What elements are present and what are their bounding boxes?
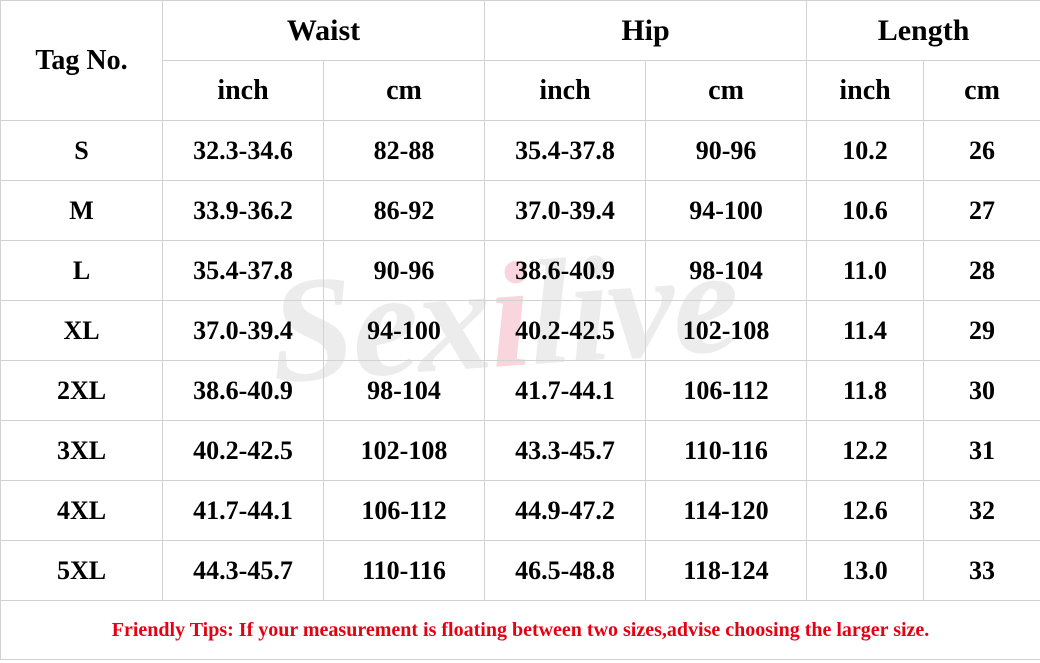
waist-inch-cell: 41.7-44.1 bbox=[162, 480, 324, 541]
hip-cm-cell: 102-108 bbox=[645, 300, 808, 361]
length-inch-cell: 11.8 bbox=[806, 360, 925, 421]
hip-inch-cell: 38.6-40.9 bbox=[484, 240, 647, 301]
length-cm-cell: 27 bbox=[923, 180, 1040, 241]
tag-cell: 5XL bbox=[0, 540, 163, 601]
length-inch-cell: 11.0 bbox=[806, 240, 925, 301]
waist-inch-cell: 32.3-34.6 bbox=[162, 120, 324, 181]
table-row: 2XL 38.6-40.9 98-104 41.7-44.1 106-112 1… bbox=[0, 360, 1040, 421]
tag-cell: 4XL bbox=[0, 480, 163, 541]
length-inch-cell: 10.6 bbox=[806, 180, 925, 241]
hip-inch-cell: 40.2-42.5 bbox=[484, 300, 647, 361]
length-inch-cell: 11.4 bbox=[806, 300, 925, 361]
tag-no-header: Tag No. bbox=[0, 0, 163, 121]
waist-cm-cell: 82-88 bbox=[322, 120, 486, 181]
header-row-groups: Tag No. Waist Hip Length bbox=[0, 0, 1040, 121]
length-inch-cell: 13.0 bbox=[806, 540, 925, 601]
waist-inch-cell: 35.4-37.8 bbox=[162, 240, 324, 301]
waist-cm-cell: 94-100 bbox=[322, 300, 486, 361]
length-cm-cell: 31 bbox=[923, 420, 1040, 481]
table-row: 5XL 44.3-45.7 110-116 46.5-48.8 118-124 … bbox=[0, 540, 1040, 601]
table-row: M 33.9-36.2 86-92 37.0-39.4 94-100 10.6 … bbox=[0, 180, 1040, 241]
hip-cm-header: cm bbox=[645, 60, 808, 121]
tag-cell: 3XL bbox=[0, 420, 163, 481]
tag-cell: XL bbox=[0, 300, 163, 361]
waist-inch-header: inch bbox=[162, 60, 324, 121]
waist-cm-cell: 98-104 bbox=[322, 360, 486, 421]
waist-cm-cell: 106-112 bbox=[322, 480, 486, 541]
length-cm-cell: 29 bbox=[923, 300, 1040, 361]
waist-inch-cell: 44.3-45.7 bbox=[162, 540, 324, 601]
hip-inch-cell: 44.9-47.2 bbox=[484, 480, 647, 541]
length-inch-cell: 12.6 bbox=[806, 480, 925, 541]
hip-inch-cell: 35.4-37.8 bbox=[484, 120, 647, 181]
hip-cm-cell: 110-116 bbox=[645, 420, 808, 481]
length-cm-cell: 32 bbox=[923, 480, 1040, 541]
waist-cm-cell: 110-116 bbox=[322, 540, 486, 601]
length-header: Length bbox=[806, 0, 1040, 61]
table-row: S 32.3-34.6 82-88 35.4-37.8 90-96 10.2 2… bbox=[0, 120, 1040, 181]
hip-inch-cell: 37.0-39.4 bbox=[484, 180, 647, 241]
waist-cm-header: cm bbox=[322, 60, 486, 121]
length-inch-cell: 12.2 bbox=[806, 420, 925, 481]
waist-cm-cell: 102-108 bbox=[322, 420, 486, 481]
length-cm-cell: 30 bbox=[923, 360, 1040, 421]
hip-cm-cell: 94-100 bbox=[645, 180, 808, 241]
hip-inch-cell: 43.3-45.7 bbox=[484, 420, 647, 481]
tag-cell: M bbox=[0, 180, 163, 241]
table-row: L 35.4-37.8 90-96 38.6-40.9 98-104 11.0 … bbox=[0, 240, 1040, 301]
length-cm-header: cm bbox=[923, 60, 1040, 121]
waist-inch-cell: 37.0-39.4 bbox=[162, 300, 324, 361]
hip-inch-cell: 46.5-48.8 bbox=[484, 540, 647, 601]
hip-cm-cell: 114-120 bbox=[645, 480, 808, 541]
waist-inch-cell: 40.2-42.5 bbox=[162, 420, 324, 481]
length-cm-cell: 33 bbox=[923, 540, 1040, 601]
tag-cell: L bbox=[0, 240, 163, 301]
hip-cm-cell: 98-104 bbox=[645, 240, 808, 301]
tag-cell: 2XL bbox=[0, 360, 163, 421]
tag-cell: S bbox=[0, 120, 163, 181]
friendly-tip: Friendly Tips: If your measurement is fl… bbox=[0, 600, 1040, 660]
length-inch-cell: 10.2 bbox=[806, 120, 925, 181]
hip-inch-header: inch bbox=[484, 60, 647, 121]
hip-cm-cell: 118-124 bbox=[645, 540, 808, 601]
table-row: 4XL 41.7-44.1 106-112 44.9-47.2 114-120 … bbox=[0, 480, 1040, 541]
hip-cm-cell: 106-112 bbox=[645, 360, 808, 421]
waist-inch-cell: 33.9-36.2 bbox=[162, 180, 324, 241]
waist-header: Waist bbox=[161, 0, 486, 61]
length-inch-header: inch bbox=[806, 60, 925, 121]
length-cm-cell: 26 bbox=[923, 120, 1040, 181]
waist-cm-cell: 90-96 bbox=[322, 240, 486, 301]
table-row: 3XL 40.2-42.5 102-108 43.3-45.7 110-116 … bbox=[0, 420, 1040, 481]
waist-cm-cell: 86-92 bbox=[322, 180, 486, 241]
hip-header: Hip bbox=[484, 0, 808, 61]
hip-inch-cell: 41.7-44.1 bbox=[484, 360, 647, 421]
table-row: XL 37.0-39.4 94-100 40.2-42.5 102-108 11… bbox=[0, 300, 1040, 361]
footer-row: Friendly Tips: If your measurement is fl… bbox=[0, 600, 1040, 660]
hip-cm-cell: 90-96 bbox=[645, 120, 808, 181]
waist-inch-cell: 38.6-40.9 bbox=[162, 360, 324, 421]
length-cm-cell: 28 bbox=[923, 240, 1040, 301]
